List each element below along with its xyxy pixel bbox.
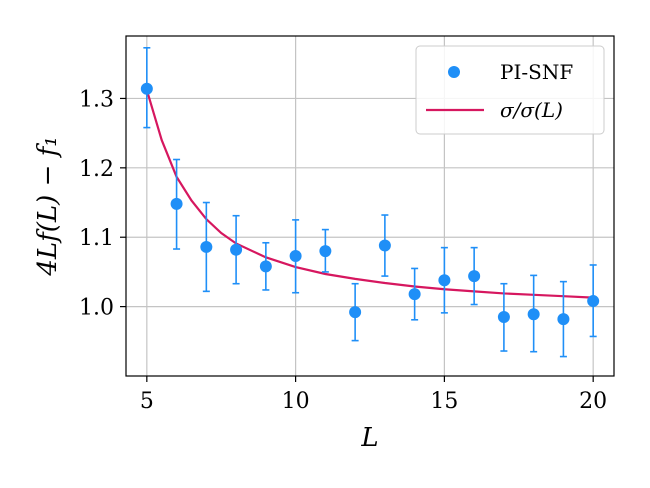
data-point: [587, 295, 600, 308]
data-point: [438, 274, 451, 287]
data-point: [200, 240, 213, 253]
y-axis-label: 4Lf(L) − f₁: [33, 136, 63, 276]
legend-label-sigma-ratio: σ/σ(L): [500, 98, 563, 122]
data-point: [170, 197, 183, 210]
legend-label-pi-snf: PI-SNF: [500, 60, 573, 84]
data-point: [497, 311, 510, 324]
data-point: [259, 260, 272, 273]
axes-frame: [125, 35, 615, 377]
data-point: [408, 288, 421, 301]
y-tick-label: 1.3: [79, 87, 114, 112]
data-point: [527, 308, 540, 321]
legend-box: [415, 45, 605, 135]
data-point: [289, 249, 302, 262]
data-point: [378, 239, 391, 252]
y-tick-label: 1.2: [79, 157, 114, 182]
data-point: [319, 245, 332, 258]
x-tick-label: 5: [140, 389, 154, 414]
data-point: [468, 270, 481, 283]
plot-marks: [140, 46, 600, 358]
x-tick-label: 20: [579, 389, 607, 414]
y-tick-label: 1.0: [79, 296, 114, 321]
y-tick-label: 1.1: [79, 226, 114, 251]
ticks: 5 10 15 20 1.0 1.1 1.2 1.3: [79, 87, 607, 414]
legend-marker-pi-snf: [448, 66, 460, 78]
x-axis-label: L: [360, 423, 378, 453]
data-point: [230, 243, 243, 256]
legend: PI-SNF σ/σ(L): [415, 45, 605, 135]
x-tick-label: 15: [430, 389, 458, 414]
data-point: [349, 306, 362, 319]
x-tick-label: 10: [282, 389, 310, 414]
data-point: [140, 82, 153, 95]
data-point: [557, 313, 570, 326]
